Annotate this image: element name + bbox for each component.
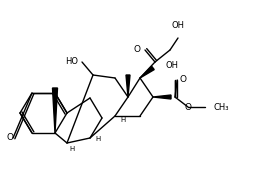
Text: O: O: [185, 103, 192, 111]
Text: OH: OH: [165, 62, 178, 70]
Text: O: O: [133, 46, 140, 54]
Polygon shape: [153, 95, 171, 99]
Text: H: H: [120, 117, 125, 123]
Text: OH: OH: [172, 21, 185, 30]
Text: O: O: [180, 75, 187, 85]
Text: H: H: [95, 136, 100, 142]
Polygon shape: [53, 88, 57, 133]
Text: HO: HO: [65, 57, 78, 67]
Text: O: O: [7, 134, 14, 143]
Polygon shape: [126, 75, 130, 97]
Text: CH₃: CH₃: [213, 103, 228, 111]
Text: H: H: [69, 146, 74, 152]
Polygon shape: [140, 66, 154, 78]
